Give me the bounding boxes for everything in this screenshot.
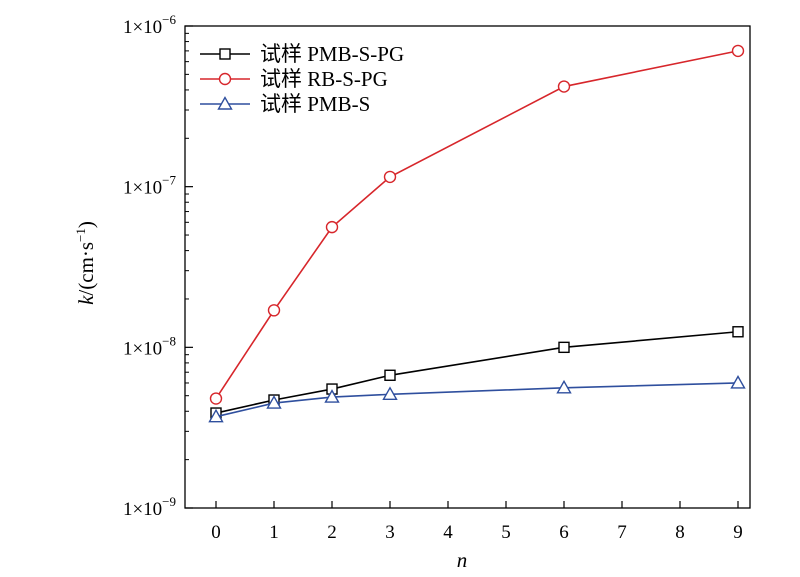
series-3-point — [730, 375, 746, 389]
x-tick-label: 1 — [269, 522, 279, 543]
legend-label: 试样 RB-S-PG — [260, 67, 388, 91]
legend-item-1: 试样 PMB-S-PG — [200, 42, 404, 66]
series-1-line — [215, 330, 739, 414]
x-tick-label: 5 — [501, 522, 511, 543]
series-1-point — [732, 326, 744, 338]
x-tick-label: 7 — [617, 522, 627, 543]
y-tick-label: 1×10−7 — [123, 173, 177, 199]
y-tick-label: 1×10−8 — [123, 333, 176, 359]
x-tick-label: 0 — [211, 522, 221, 543]
y-axis-label-unit: /(cm·s — [74, 242, 98, 296]
legend-marker — [218, 72, 232, 86]
series-3-point — [208, 408, 224, 423]
series-3-point — [324, 389, 340, 403]
x-tick-label: 8 — [675, 522, 685, 543]
x-tick-label: 9 — [733, 522, 743, 543]
series-1-point — [384, 369, 396, 381]
series-2-point — [325, 220, 339, 234]
y-tick-label: 1×10−9 — [123, 494, 176, 520]
series-3-point — [382, 386, 398, 401]
series-2 — [209, 44, 745, 405]
series-2-point — [267, 304, 281, 317]
series-3 — [208, 375, 746, 423]
y-axis-label-main: k — [74, 295, 98, 305]
legend-item-3: 试样 PMB-S — [200, 92, 370, 116]
series-2-line — [215, 50, 739, 399]
legend-marker — [219, 48, 231, 60]
y-axis-label-close: ) — [74, 221, 98, 228]
y-tick-label: 1×10−6 — [123, 12, 177, 38]
series-2-point — [731, 44, 745, 58]
y-axis-label-sup: −1 — [73, 228, 88, 242]
series-2-point — [557, 80, 571, 93]
series-3-point — [266, 395, 282, 409]
series-1 — [210, 326, 744, 419]
series-3-line — [215, 382, 739, 418]
series-3-point — [556, 379, 572, 394]
series-1-point — [558, 341, 570, 354]
series-2-point — [383, 170, 397, 184]
legend-marker — [217, 96, 233, 110]
series-2-point — [209, 392, 223, 405]
legend-item-2: 试样 RB-S-PG — [200, 67, 388, 91]
x-tick-label: 3 — [385, 522, 395, 543]
x-tick-label: 2 — [327, 522, 337, 543]
legend-label: 试样 PMB-S-PG — [260, 42, 404, 66]
legend-label: 试样 PMB-S — [260, 92, 370, 116]
y-axis-label: k/(cm·s−1) — [73, 221, 98, 305]
x-tick-label: 4 — [443, 522, 453, 543]
x-tick-label: 6 — [559, 522, 569, 543]
x-axis-label: n — [457, 548, 468, 572]
plot-frame — [184, 25, 751, 509]
